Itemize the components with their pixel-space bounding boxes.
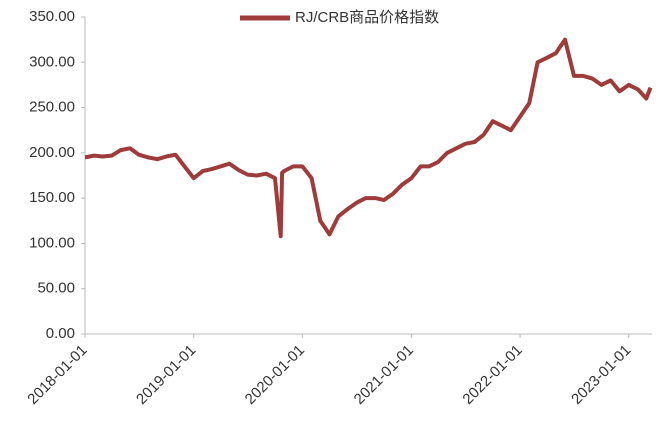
y-tick-label: 100.00 — [29, 234, 75, 251]
y-tick-label: 150.00 — [29, 189, 75, 206]
series-line — [84, 37, 653, 239]
y-tick-label: 250.00 — [29, 99, 75, 116]
y-tick-label: 350.00 — [29, 8, 75, 25]
x-tick-label: 2019-01-01 — [133, 342, 199, 408]
x-tick-label: 2022-01-01 — [459, 342, 525, 408]
legend-label: RJ/CRB商品价格指数 — [295, 9, 439, 26]
x-tick-label: 2020-01-01 — [242, 342, 308, 408]
x-tick-label: 2018-01-01 — [24, 342, 90, 408]
x-tick-label: 2023-01-01 — [568, 342, 634, 408]
y-tick-label: 0.00 — [46, 325, 75, 342]
y-tick-label: 200.00 — [29, 144, 75, 161]
y-tick-label: 300.00 — [29, 53, 75, 70]
x-tick-label: 2021-01-01 — [351, 342, 417, 408]
y-tick-label: 50.00 — [37, 280, 75, 297]
